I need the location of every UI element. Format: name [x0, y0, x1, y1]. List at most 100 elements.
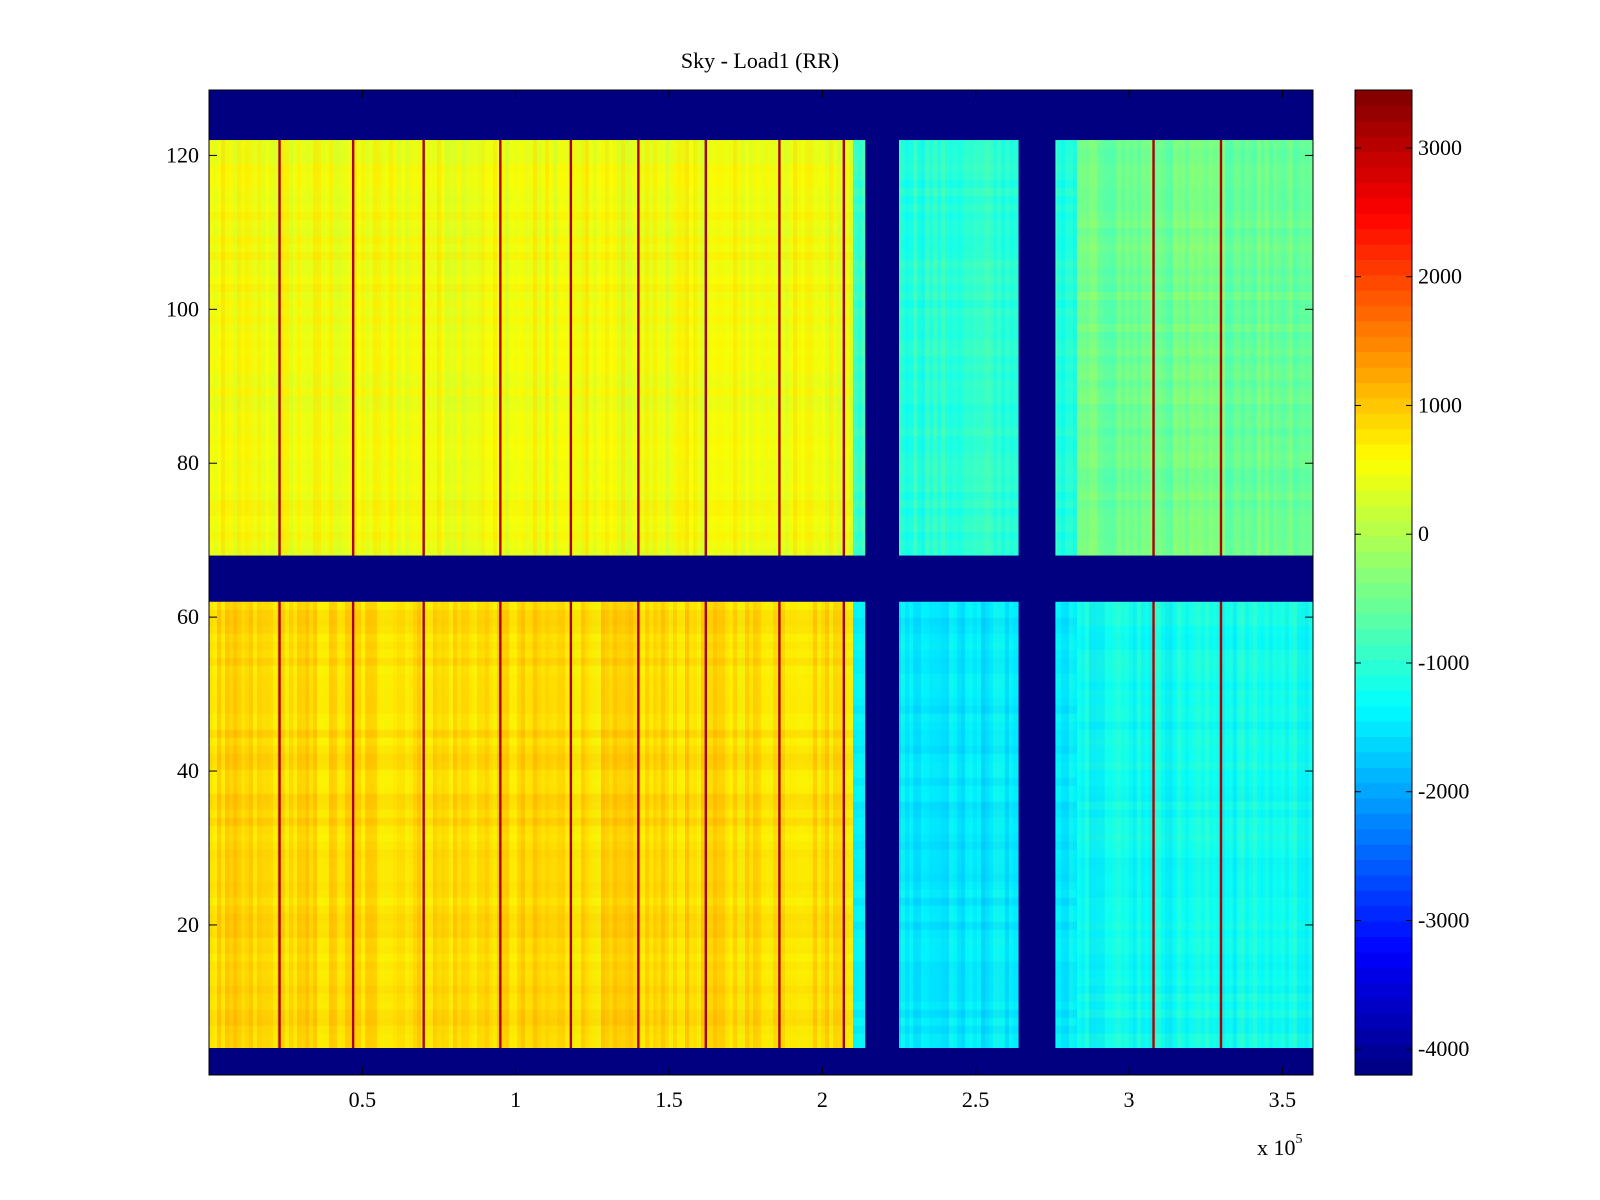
plot-area-frame	[208, 89, 1314, 1076]
masked-row	[209, 555, 1313, 602]
y-tick-label: 120	[166, 142, 199, 167]
colorbar-segment	[1355, 951, 1412, 968]
colorbar-segment	[1355, 320, 1412, 337]
colorbar-segment	[1355, 921, 1412, 938]
colorbar-segment	[1355, 690, 1412, 707]
masked-row	[209, 90, 1313, 141]
colorbar-segment	[1355, 367, 1412, 384]
colorbar-segment	[1355, 751, 1412, 768]
colorbar-segment	[1355, 443, 1412, 460]
colorbar-tick-label: 3000	[1418, 135, 1462, 160]
colorbar-segment	[1355, 120, 1412, 137]
colorbar-segment	[1355, 413, 1412, 430]
chart-title: Sky - Load1 (RR)	[681, 48, 839, 73]
x-exponent-power: 5	[1296, 1132, 1303, 1147]
x-tick-label: 2.5	[962, 1087, 990, 1112]
x-exponent-base: x 10	[1257, 1135, 1296, 1160]
colorbar-segment	[1355, 998, 1412, 1015]
colorbar-segment	[1355, 874, 1412, 891]
colorbar-segment	[1355, 336, 1412, 353]
colorbar-segment	[1355, 890, 1412, 907]
colorbar-segment	[1355, 428, 1412, 445]
colorbar-segment	[1355, 459, 1412, 476]
x-tick-label: 0.5	[349, 1087, 377, 1112]
colorbar-tick-label: 1000	[1418, 392, 1462, 417]
colorbar-segment	[1355, 813, 1412, 830]
x-axis-exponent: x 105	[1257, 1132, 1303, 1160]
colorbar-segment	[1355, 582, 1412, 599]
colorbar-segment	[1355, 1044, 1412, 1061]
colorbar-segment	[1355, 351, 1412, 368]
colorbar-segment	[1355, 551, 1412, 568]
colorbar-segment	[1355, 1013, 1412, 1030]
x-tick-label: 3	[1124, 1087, 1135, 1112]
colorbar-segment	[1355, 674, 1412, 691]
colorbar	[1355, 90, 1412, 1076]
x-tick-label: 1.5	[655, 1087, 683, 1112]
y-tick-label: 40	[177, 758, 199, 783]
colorbar-segment	[1355, 243, 1412, 260]
colorbar-segment	[1355, 382, 1412, 399]
colorbar-segment	[1355, 782, 1412, 799]
colorbar-segment	[1355, 644, 1412, 661]
x-tick-label: 3.5	[1269, 1087, 1297, 1112]
colorbar-segment	[1355, 1059, 1412, 1076]
colorbar-segment	[1355, 105, 1412, 122]
colorbar-segment	[1355, 767, 1412, 784]
colorbar-segment	[1355, 967, 1412, 984]
colorbar-segment	[1355, 597, 1412, 614]
colorbar-segment	[1355, 936, 1412, 953]
y-tick-label: 20	[177, 912, 199, 937]
colorbar-segment	[1355, 290, 1412, 307]
colorbar-segment	[1355, 474, 1412, 491]
colorbar-tick-label: -2000	[1418, 779, 1469, 804]
colorbar-segment	[1355, 844, 1412, 861]
colorbar-segment	[1355, 305, 1412, 322]
colorbar-segment	[1355, 274, 1412, 291]
x-axis: 0.5 1 1.5 2 2.5 3 3.5	[349, 90, 1297, 1112]
colorbar-tick-label: -3000	[1418, 907, 1469, 932]
colorbar-segment	[1355, 736, 1412, 753]
y-tick-label: 80	[177, 450, 199, 475]
colorbar-tick-label: -4000	[1418, 1036, 1469, 1061]
y-tick-label: 100	[166, 296, 199, 321]
colorbar-segment	[1355, 859, 1412, 876]
colorbar-segment	[1355, 721, 1412, 738]
colorbar-segment	[1355, 228, 1412, 245]
colorbar-segment	[1355, 828, 1412, 845]
colorbar-segment	[1355, 90, 1412, 106]
colorbar-segment	[1355, 182, 1412, 199]
heatmap-plot	[209, 90, 1313, 1075]
colorbar-segment	[1355, 259, 1412, 276]
colorbar-segment	[1355, 397, 1412, 414]
x-tick-label: 1	[510, 1087, 521, 1112]
colorbar-segment	[1355, 213, 1412, 230]
colorbar-segment	[1355, 1028, 1412, 1045]
y-tick-label: 60	[177, 604, 199, 629]
y-axis: 20 40 60 80 100 120	[166, 142, 1313, 937]
colorbar-segment	[1355, 705, 1412, 722]
colorbar-segment	[1355, 151, 1412, 168]
heatmap-region	[1076, 140, 1313, 605]
x-tick-label: 2	[817, 1087, 828, 1112]
colorbar-tick-label: 2000	[1418, 264, 1462, 289]
masked-row	[209, 1048, 1313, 1075]
heatmap-region	[1076, 601, 1313, 1050]
colorbar-segment	[1355, 613, 1412, 630]
colorbar-tick-label: 0	[1418, 521, 1429, 546]
colorbar-segment	[1355, 490, 1412, 507]
heatmap-region	[209, 140, 853, 605]
colorbar-segment	[1355, 982, 1412, 999]
heatmap-region	[209, 601, 853, 1050]
colorbar-tick-label: -1000	[1418, 650, 1469, 675]
colorbar-frame	[1354, 89, 1413, 1076]
colorbar-segment	[1355, 136, 1412, 153]
colorbar-segment	[1355, 567, 1412, 584]
colorbar-segment	[1355, 628, 1412, 645]
colorbar-segment	[1355, 520, 1412, 537]
colorbar-segment	[1355, 197, 1412, 214]
colorbar-segment	[1355, 536, 1412, 553]
colorbar-segment	[1355, 797, 1412, 814]
colorbar-segment	[1355, 905, 1412, 922]
